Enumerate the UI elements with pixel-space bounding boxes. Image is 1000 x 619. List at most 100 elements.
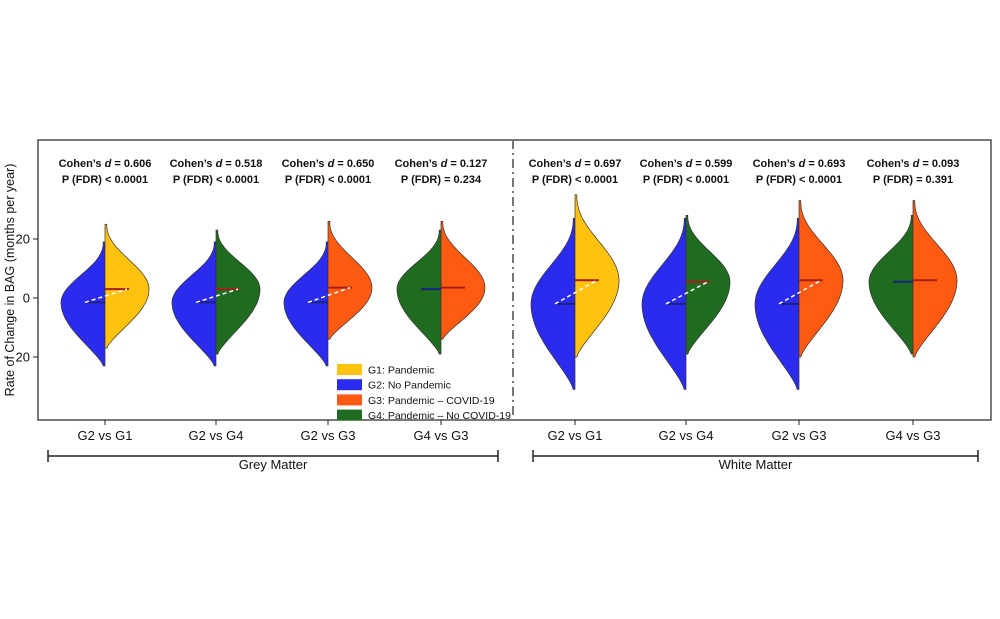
cohens-d-prefix: Cohen’s — [395, 158, 441, 170]
violin-left-half — [171, 241, 217, 367]
mean-connector — [195, 288, 239, 304]
violin-left-half — [530, 217, 576, 390]
cohens-d-value: = 0.127 — [447, 158, 487, 170]
cohens-d-symbol: d — [686, 158, 693, 170]
category-label: G2 vs G1 — [548, 428, 603, 443]
violin-left-half — [283, 241, 329, 367]
violins — [60, 194, 958, 390]
legend-label: G2: No Pandemic — [368, 380, 451, 392]
cohens-d-value: = 0.650 — [334, 158, 374, 170]
y-ticks: 20 0 20 — [16, 232, 38, 365]
category-label: G2 vs G3 — [772, 428, 827, 443]
cohens-d-symbol: d — [328, 158, 335, 170]
category-label: G2 vs G4 — [659, 428, 714, 443]
violin-right-half — [574, 194, 620, 358]
p-fdr-label: P (FDR) < 0.0001 — [173, 174, 259, 186]
cohens-d-symbol: d — [441, 158, 448, 170]
panel-bracket: White Matter — [532, 450, 979, 472]
cohens-d-prefix: Cohen’s — [282, 158, 328, 170]
cohens-d-prefix: Cohen’s — [640, 158, 686, 170]
violin-pair — [641, 215, 731, 390]
cohens-d-symbol: d — [575, 158, 582, 170]
violin-left-half — [754, 217, 800, 390]
violin-right-half — [327, 220, 373, 340]
cohens-d-symbol: d — [216, 158, 223, 170]
cohens-d-prefix: Cohen’s — [753, 158, 799, 170]
violin-pair — [396, 220, 486, 355]
violin-left-half — [60, 241, 106, 367]
cohens-d-symbol: d — [799, 158, 806, 170]
stat-labels: Cohen’s d = 0.606 P (FDR) < 0.0001 Cohen’s… — [59, 158, 960, 186]
p-fdr-label: P (FDR) < 0.0001 — [62, 174, 148, 186]
violin-pair — [60, 223, 150, 367]
legend-item: G1: Pandemic — [337, 364, 435, 377]
cohens-d-label: Cohen’s d = 0.127 — [395, 158, 488, 170]
category-labels: G2 vs G1 G2 vs G4 G2 vs G3 G4 vs G3 G2 vs G1… — [78, 420, 941, 443]
violin-pair — [283, 220, 373, 367]
legend-label: G3: Pandemic – COVID-19 — [368, 395, 495, 407]
violin-pair — [868, 200, 958, 358]
y-tick-label: 20 — [16, 232, 30, 247]
cohens-d-value: = 0.606 — [111, 158, 151, 170]
legend-swatch — [337, 409, 362, 421]
cohens-d-label: Cohen’s d = 0.697 — [529, 158, 622, 170]
violin-right-half — [440, 220, 486, 340]
panel-label: White Matter — [719, 457, 793, 472]
cohens-d-label: Cohen’s d = 0.606 — [59, 158, 152, 170]
category-label: G2 vs G1 — [78, 428, 133, 443]
p-fdr-label: P (FDR) = 0.234 — [401, 174, 482, 186]
violin-pair — [171, 229, 261, 367]
legend-swatch — [337, 394, 362, 406]
legend: G1: Pandemic G2: No Pandemic G3: Pandemic … — [337, 364, 511, 422]
violin-left-half — [396, 229, 442, 355]
cohens-d-value: = 0.518 — [222, 158, 262, 170]
plot-frame — [37, 139, 992, 421]
violin-right-half — [215, 229, 261, 355]
cohens-d-label: Cohen’s d = 0.650 — [282, 158, 375, 170]
violin-pair — [530, 194, 620, 390]
cohens-d-prefix: Cohen’s — [529, 158, 575, 170]
mean-connector — [84, 288, 128, 304]
cohens-d-value: = 0.093 — [919, 158, 959, 170]
legend-item: G2: No Pandemic — [337, 379, 451, 392]
legend-label: G4: Pandemic – No COVID-19 — [368, 410, 511, 422]
y-tick-label: 0 — [23, 291, 30, 306]
category-label: G2 vs G3 — [301, 428, 356, 443]
cohens-d-value: = 0.693 — [805, 158, 845, 170]
p-fdr-label: P (FDR) < 0.0001 — [285, 174, 371, 186]
violin-left-half — [868, 215, 914, 355]
mean-connector — [307, 286, 351, 304]
legend-item: G4: Pandemic – No COVID-19 — [337, 409, 511, 422]
cohens-d-label: Cohen’s d = 0.599 — [640, 158, 733, 170]
violin-pair — [754, 200, 844, 390]
p-fdr-label: P (FDR) = 0.391 — [873, 174, 953, 186]
cohens-d-symbol: d — [913, 158, 920, 170]
violin-right-half — [685, 215, 731, 355]
legend-swatch — [337, 379, 362, 391]
legend-swatch — [337, 364, 362, 375]
mean-connector — [665, 281, 709, 305]
category-label: G2 vs G4 — [189, 428, 244, 443]
cohens-d-label: Cohen’s d = 0.093 — [867, 158, 960, 170]
panel-brackets: Grey Matter White Matter — [47, 450, 979, 472]
p-fdr-label: P (FDR) < 0.0001 — [532, 174, 618, 186]
cohens-d-symbol: d — [105, 158, 112, 170]
violin-right-half — [104, 223, 150, 349]
cohens-d-prefix: Cohen’s — [867, 158, 913, 170]
violin-left-half — [641, 217, 687, 390]
panel-bracket: Grey Matter — [47, 450, 499, 472]
legend-item: G3: Pandemic – COVID-19 — [337, 394, 495, 407]
cohens-d-label: Cohen’s d = 0.518 — [170, 158, 263, 170]
y-axis-label: Rate of Change in BAG (months per year) — [3, 164, 17, 397]
cohens-d-prefix: Cohen’s — [59, 158, 105, 170]
y-tick-label: 20 — [16, 350, 30, 365]
cohens-d-label: Cohen’s d = 0.693 — [753, 158, 846, 170]
mean-connector — [554, 279, 598, 305]
cohens-d-value: = 0.599 — [692, 158, 732, 170]
violin-right-half — [912, 200, 958, 358]
mean-connector — [778, 279, 822, 305]
cohens-d-prefix: Cohen’s — [170, 158, 216, 170]
legend-label: G1: Pandemic — [368, 365, 435, 377]
category-label: G4 vs G3 — [886, 428, 941, 443]
